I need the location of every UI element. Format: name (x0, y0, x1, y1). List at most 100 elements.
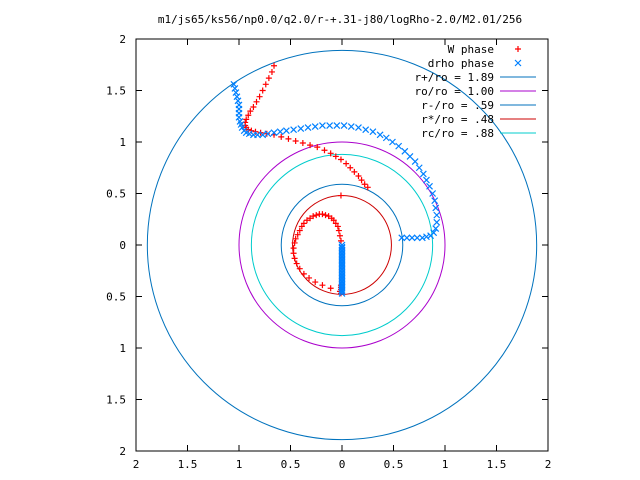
point-1-19 (270, 129, 278, 137)
point-0-53 (298, 223, 305, 230)
point-1-20 (276, 128, 284, 136)
point-0-30 (343, 160, 350, 167)
point-1-11 (238, 124, 246, 132)
point-1-54 (418, 234, 426, 242)
point-1-4 (234, 97, 242, 105)
point-0-58 (290, 245, 297, 252)
point-0-26 (321, 147, 328, 154)
data-series (230, 62, 441, 297)
point-1-26 (319, 122, 326, 129)
point-0-25 (314, 144, 321, 151)
point-0-63 (300, 270, 307, 277)
x-tick-label-0: 2 (133, 458, 140, 471)
point-1-30 (347, 123, 355, 130)
point-1-48 (433, 211, 441, 219)
y-tick-label-6: 1 (119, 342, 126, 355)
y-tick-label-8: 2 (119, 445, 126, 458)
point-1-82 (338, 262, 346, 270)
point-1-1 (231, 85, 239, 92)
point-0-33 (355, 172, 362, 179)
y-tick-label-4: 0 (119, 239, 126, 252)
point-0-31 (347, 164, 354, 171)
point-1-80 (338, 255, 346, 263)
point-0-22 (292, 137, 299, 144)
point-0-1 (268, 68, 275, 75)
legend-circle-label-0: r+/ro = 1.89 (415, 71, 494, 84)
point-1-33 (369, 128, 377, 136)
point-1-78 (338, 249, 346, 257)
point-0-20 (278, 133, 285, 140)
point-1-42 (419, 170, 427, 178)
point-1-87 (338, 277, 346, 285)
point-0-8 (247, 108, 254, 115)
axis-ticks: 2 1.5 1 0.5 0 0.5 1 1.5 221.510.500.511.52 (106, 33, 551, 471)
point-0-6 (253, 98, 260, 105)
point-0-2 (265, 75, 272, 82)
point-1-16 (254, 131, 261, 139)
point-0-34 (358, 177, 365, 184)
circle-2 (280, 183, 404, 307)
point-1-32 (362, 126, 370, 134)
point-1-90 (338, 286, 346, 294)
series-0 (242, 62, 371, 297)
point-1-55 (413, 234, 421, 242)
point-0-41 (332, 220, 339, 227)
point-1-81 (338, 259, 346, 266)
point-0-23 (299, 140, 306, 147)
point-0-69 (337, 192, 344, 199)
point-1-28 (333, 122, 341, 129)
y-tick-label-5: 0.5 (106, 291, 126, 304)
circle-4 (250, 153, 434, 337)
legend-circle-label-2: r-/ro = .59 (421, 99, 494, 112)
point-1-84 (338, 268, 346, 276)
x-tick-label-2: 1 (236, 458, 243, 471)
legend-marker-1 (514, 59, 522, 67)
point-0-14 (245, 126, 252, 133)
point-0-9 (245, 112, 252, 119)
point-1-75 (338, 289, 346, 297)
circle-1 (238, 141, 446, 349)
point-0-65 (312, 279, 319, 286)
legend-circle-label-3: r*/ro = .48 (421, 113, 494, 126)
point-0-10 (243, 116, 250, 123)
point-1-24 (304, 124, 312, 132)
point-1-23 (297, 125, 305, 133)
point-1-22 (290, 126, 298, 134)
x-tick-label-5: 0.5 (384, 458, 404, 471)
point-1-86 (338, 274, 346, 282)
point-1-37 (395, 142, 403, 150)
point-1-0 (230, 80, 238, 88)
point-0-54 (296, 227, 303, 234)
point-0-59 (290, 250, 297, 257)
y-tick-label-7: 1.5 (106, 394, 126, 407)
point-1-41 (415, 164, 423, 172)
point-1-79 (338, 252, 346, 260)
point-0-4 (259, 87, 266, 94)
point-1-58 (398, 234, 406, 242)
legend-label-1: drho phase (428, 57, 494, 70)
point-1-53 (423, 233, 430, 241)
point-1-60 (338, 244, 346, 252)
point-1-35 (382, 134, 390, 142)
x-tick-label-6: 1 (442, 458, 449, 471)
series-1 (230, 80, 441, 297)
point-0-43 (328, 215, 335, 222)
point-1-49 (433, 218, 441, 226)
point-0-37 (337, 237, 344, 244)
x-tick-label-8: 2 (545, 458, 552, 471)
point-1-36 (389, 138, 396, 146)
point-1-40 (411, 158, 419, 165)
point-1-43 (423, 176, 430, 184)
y-tick-label-1: 1.5 (106, 85, 126, 98)
point-0-52 (300, 220, 307, 227)
circle-0 (146, 49, 538, 441)
point-1-27 (326, 122, 334, 129)
legend-circle-label-1: ro/ro = 1.00 (415, 85, 494, 98)
point-0-35 (361, 181, 368, 188)
point-1-38 (401, 147, 409, 155)
point-1-14 (245, 130, 253, 138)
point-1-34 (376, 131, 384, 139)
y-tick-label-0: 2 (119, 33, 126, 46)
point-1-59 (338, 241, 346, 249)
